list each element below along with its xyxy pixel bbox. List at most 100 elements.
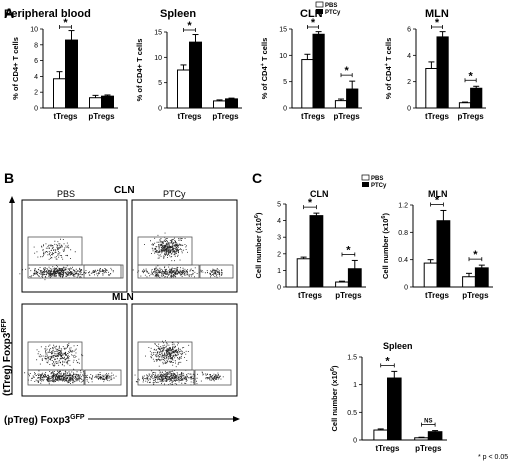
bar-pbs-ttregs [301, 59, 314, 109]
footnote: * p < 0.05 [478, 454, 508, 461]
x-category-label: pTregs [462, 291, 489, 300]
bar-pbs-ptregs [462, 276, 476, 288]
y-tick-label: 1.5 [347, 355, 357, 362]
chart-c-spl: Spleen 0 0.5 1 1.5 Cell number (x106) tTregs * p… [330, 341, 447, 453]
bar-ptcy-ptregs [347, 268, 362, 288]
chart-title: MLN [425, 8, 449, 20]
y-tick-label: 6 [407, 27, 411, 34]
bar-pbs-ttregs [296, 258, 311, 288]
flow-dot-cloud [19, 232, 224, 386]
x-category-label: tTregs [425, 112, 450, 121]
flow-y-axis-label: (tTreg) Foxp3RFP [1, 318, 13, 396]
y-tick-label: 15 [279, 27, 287, 34]
y-tick-label: 0.5 [347, 410, 357, 417]
y-tick-label: 6 [34, 58, 38, 65]
bar-pbs-ptregs [334, 100, 348, 109]
y-tick-label: 15 [154, 30, 162, 37]
legend-c-ptcy: PTCy [371, 183, 387, 189]
y-tick-label: 0 [158, 106, 162, 113]
bar-ptcy-ptregs [474, 267, 489, 288]
x-category-label: tTregs [375, 444, 400, 453]
legend-c-pbs: PBS [371, 176, 383, 182]
bar-pbs-ttregs [425, 68, 438, 109]
significance-mark: * [187, 20, 192, 32]
x-category-label: tTregs [301, 112, 326, 121]
y-tick-label: 2 [34, 90, 38, 97]
y-tick-label: 0 [353, 438, 357, 445]
bar-ptcy-ptregs [346, 88, 359, 109]
flow-x-axis-label: (pTreg) Foxp3GFP [4, 414, 85, 426]
y-tick-label: 0 [34, 106, 38, 113]
y-axis-label: % of CD4+ T cells [135, 39, 144, 102]
legend-c: PBS PTCy [361, 174, 387, 189]
significance-mark: * [385, 355, 390, 367]
x-category-label: tTregs [425, 291, 450, 300]
significance-mark: * [346, 244, 351, 256]
bar-pbs-ptregs [89, 97, 102, 109]
x-category-label: tTregs [177, 112, 202, 121]
y-tick-label: 10 [30, 27, 38, 34]
flow-plot-mln-ptcy [131, 303, 238, 397]
bar-pbs-ttregs [53, 78, 66, 109]
x-category-label: tTregs [53, 112, 78, 121]
y-tick-label: 8 [34, 42, 38, 49]
x-category-label: pTregs [457, 112, 484, 121]
flow-plot-cln-ptcy [131, 199, 238, 293]
y-tick-label: 4 [277, 218, 281, 225]
bar-ptcy-ptregs [101, 95, 114, 109]
bar-pbs-ptregs [335, 281, 349, 288]
y-tick-label: 0 [404, 285, 408, 292]
y-tick-label: 5 [158, 80, 162, 87]
legend-pbs: PBS [325, 3, 337, 9]
x-category-label: pTregs [333, 112, 360, 121]
significance-mark: * [311, 17, 316, 29]
y-tick-label: 10 [279, 53, 287, 60]
bar-ptcy-ptregs [225, 98, 238, 109]
y-tick-label: 1.2 [398, 203, 408, 210]
flow-row-label-mln: MLN [112, 292, 134, 303]
significance-mark: * [435, 17, 440, 29]
bar-ptcy-ttregs [189, 41, 202, 109]
bar-pbs-ptregs [213, 100, 226, 109]
legend-top: PBS PTCy [315, 1, 341, 16]
y-tick-label: 10 [154, 55, 162, 62]
chart-title: Spleen [383, 341, 413, 351]
significance-mark: * [435, 194, 440, 206]
bar-ptcy-ptregs [427, 431, 443, 441]
x-category-label: pTregs [415, 444, 442, 453]
significance-mark: * [344, 65, 349, 77]
y-tick-label: 5 [277, 202, 281, 209]
y-tick-label: 1 [353, 382, 357, 389]
y-tick-label: 0 [407, 106, 411, 113]
y-tick-label: 3 [277, 235, 281, 242]
panel-label-c: C [252, 170, 262, 186]
bar-ptcy-ttregs [312, 33, 325, 109]
x-category-label: tTregs [298, 291, 323, 300]
chart-a-spl: Spleen 0 5 10 15 % of CD4+ T cells tTregs * pTre… [135, 8, 242, 121]
flow-row-label-cln: CLN [114, 185, 135, 196]
y-axis-label: % of CD4+ T cells [384, 38, 393, 100]
y-axis-label: % of CD4+ T cells [11, 37, 20, 100]
chart-a-pb: Peripheral blood 0 2 4 6 8 10 % of CD4+ T cells… [4, 8, 118, 121]
flow-col-label-pbs: PBS [57, 189, 75, 199]
bar-ptcy-ttregs [65, 39, 78, 109]
bar-pbs-ptregs [414, 437, 429, 441]
y-tick-label: 0 [283, 106, 287, 113]
significance-mark: * [468, 70, 473, 82]
significance-mark: NS [424, 419, 432, 425]
bar-pbs-ptregs [458, 102, 472, 109]
significance-mark: * [308, 197, 313, 209]
chart-title: Spleen [160, 8, 196, 20]
bar-ptcy-ttregs [436, 36, 449, 109]
bar-ptcy-ttregs [309, 215, 324, 288]
bar-ptcy-ptregs [470, 87, 483, 109]
x-category-label: pTregs [335, 291, 362, 300]
chart-title: Peripheral blood [4, 8, 91, 20]
bar-pbs-ttregs [373, 429, 388, 441]
chart-c-mln: MLN 0 0.4 0.8 1.2 Cell number (x106) tTregs * pT… [381, 189, 493, 300]
bar-pbs-ttregs [423, 262, 438, 288]
y-tick-label: 1 [277, 268, 281, 275]
y-axis-label: Cell number (x106) [381, 213, 390, 280]
y-axis-label: Cell number (x106) [330, 365, 339, 432]
